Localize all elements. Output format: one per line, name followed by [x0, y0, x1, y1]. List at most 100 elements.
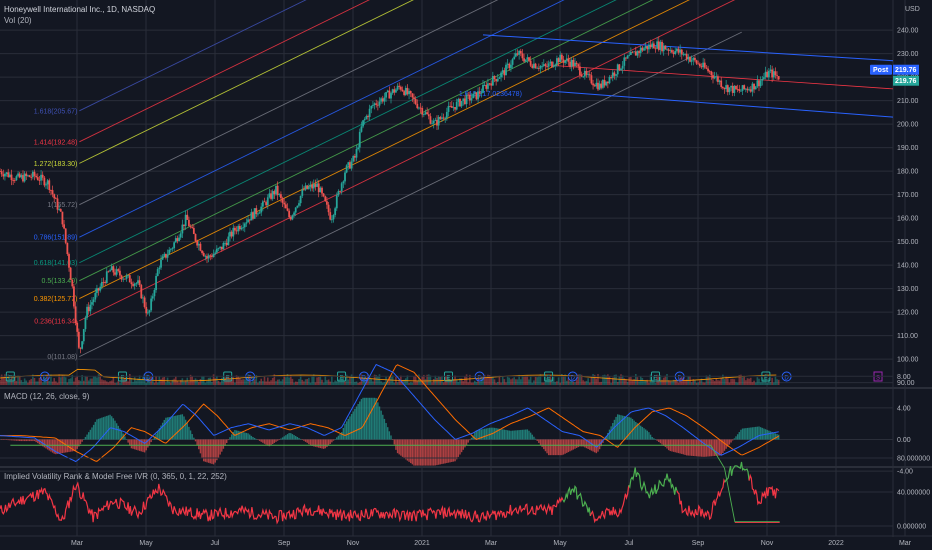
volume-bar — [235, 375, 238, 385]
volume-bar — [482, 377, 484, 385]
macd-histogram-bar — [661, 439, 663, 445]
candle-body — [674, 50, 677, 55]
macd-histogram-bar — [142, 439, 144, 452]
volume-bar — [623, 378, 626, 385]
macd-histogram-bar — [91, 427, 93, 440]
volume-bar — [490, 377, 493, 385]
volume-bar — [697, 382, 700, 385]
volume-bar — [388, 376, 391, 385]
volume-bar — [102, 380, 105, 385]
candle-body — [610, 76, 613, 78]
candle-body — [245, 222, 248, 224]
macd-histogram-bar — [134, 439, 136, 450]
candle-body — [759, 80, 762, 87]
candle-body — [189, 226, 192, 228]
ivr-upper-limit-line — [10, 444, 780, 523]
macd-signal-line — [0, 364, 779, 462]
candle-body — [671, 50, 673, 53]
volume-bar — [368, 377, 371, 385]
macd-histogram-bar — [299, 438, 302, 440]
volume-bar — [101, 379, 103, 385]
candle-body — [753, 83, 755, 90]
candle-body — [473, 92, 476, 94]
volume-bar — [393, 382, 396, 385]
volume-indicator-label[interactable]: Vol (20) — [4, 16, 32, 25]
macd-histogram-bar — [557, 439, 560, 456]
volume-bar — [722, 374, 724, 385]
volume-bar — [289, 375, 292, 385]
volume-bar — [518, 374, 520, 385]
candle-body — [268, 193, 271, 198]
macd-indicator-label[interactable]: MACD (12, 26, close, 9) — [4, 392, 90, 401]
macd-histogram-bar — [718, 439, 721, 456]
macd-histogram-bar — [396, 439, 399, 454]
macd-histogram-bar — [549, 439, 552, 456]
volume-bar — [291, 378, 294, 385]
macd-histogram-bar — [152, 439, 154, 440]
candle-body — [324, 196, 327, 202]
candle-body — [697, 63, 700, 65]
macd-histogram-bar — [143, 439, 146, 453]
volume-bar — [53, 378, 56, 385]
macd-histogram-bar — [14, 439, 16, 441]
macd-histogram-bar — [76, 439, 78, 449]
volume-bar — [728, 382, 731, 385]
candle-body — [326, 201, 328, 205]
macd-histogram-bar — [148, 439, 151, 445]
candle-body — [2, 174, 5, 177]
volume-bar — [66, 382, 69, 385]
macd-histogram-bar — [451, 439, 453, 462]
volume-bar — [112, 377, 115, 385]
volume-bar — [699, 380, 701, 385]
macd-histogram-bar — [543, 439, 545, 450]
macd-histogram-bar — [276, 439, 279, 441]
candle-body — [17, 173, 19, 177]
candle-body — [225, 242, 228, 246]
volume-bar — [427, 374, 430, 385]
macd-histogram-bar — [434, 439, 437, 466]
ivr-line-red — [589, 485, 630, 524]
candle-body — [460, 101, 463, 107]
candle-body — [462, 98, 465, 102]
macd-histogram-bar — [2, 439, 4, 440]
macd-histogram-bar — [681, 439, 683, 454]
volume-bar — [510, 379, 512, 385]
volume-bar — [408, 382, 410, 385]
macd-histogram-bar — [617, 414, 619, 440]
macd-histogram-bar — [89, 429, 92, 440]
volume-bar — [160, 379, 162, 385]
candle-body — [434, 119, 437, 121]
event-marker-letter: D — [146, 376, 151, 382]
ivr-indicator-label[interactable]: Implied Volatility Rank & Model Free IVR… — [4, 472, 227, 481]
candle-body — [68, 254, 70, 268]
candle-body — [258, 212, 261, 214]
macd-histogram-bar — [94, 421, 96, 440]
candle-body — [746, 88, 749, 91]
candle-body — [69, 267, 72, 280]
volume-bar — [390, 376, 392, 385]
volume-bar — [266, 377, 269, 385]
volume-bar — [570, 380, 573, 385]
candle-body — [119, 270, 121, 276]
candle-body — [514, 53, 517, 57]
volume-bar — [595, 378, 598, 385]
macd-histogram-bar — [768, 430, 770, 440]
macd-histogram-bar — [697, 439, 699, 457]
candle-body — [437, 117, 440, 126]
macd-histogram-bar — [303, 439, 305, 441]
candle-body — [605, 81, 608, 86]
candle-body — [409, 91, 412, 94]
volume-bar — [712, 379, 714, 385]
candle-body — [10, 174, 13, 181]
candle-body — [316, 183, 318, 187]
macd-histogram-bar — [170, 416, 172, 440]
volume-bar — [602, 375, 604, 385]
macd-histogram-bar — [354, 408, 356, 440]
macd-histogram-bar — [99, 418, 101, 440]
candle-body — [424, 112, 427, 115]
event-marker-letter: D — [477, 376, 482, 382]
volume-bar — [229, 378, 231, 385]
macd-histogram-bar — [0, 439, 1, 440]
macd-histogram-bar — [552, 439, 555, 456]
